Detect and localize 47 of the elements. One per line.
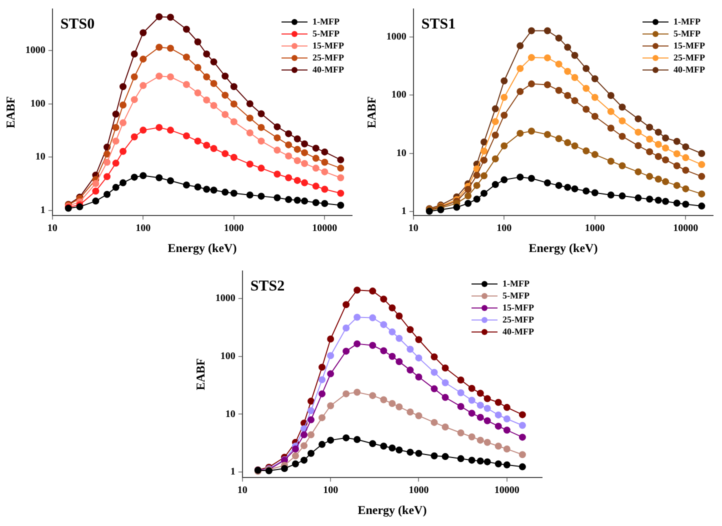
x-tick-label: 10000 [312, 223, 338, 234]
text: STS0 [60, 16, 95, 32]
x-tick-label: 10000 [673, 223, 698, 234]
y-tick-label: 1000 [386, 31, 406, 42]
legend-label: 15-MFP [312, 40, 344, 50]
legend-label: 40-MFP [674, 64, 706, 74]
legend-label: 25-MFP [312, 52, 344, 62]
x-tick-label: 10 [237, 485, 248, 496]
y-tick-label: 1000 [25, 45, 46, 56]
x-axis-title: Energy (keV) [168, 240, 237, 255]
y-tick-label: 10 [35, 152, 46, 163]
legend-label: 40-MFP [312, 64, 344, 74]
legend-label: 1-MFP [502, 278, 530, 288]
y-tick-label: 100 [391, 90, 406, 101]
x-tick-label: 1000 [408, 485, 429, 496]
legend-label: 1-MFP [674, 16, 701, 26]
text: STS2 [250, 278, 285, 294]
legend-label: 40-MFP [502, 326, 534, 336]
y-tick-label: 100 [220, 350, 236, 362]
legend-label: 5-MFP [312, 28, 340, 38]
y-axis-title: EABF [364, 96, 378, 128]
x-tick-label: 100 [323, 485, 338, 496]
x-tick-label: 100 [496, 223, 512, 234]
y-tick-label: 100 [30, 98, 46, 110]
legend-label: 15-MFP [502, 302, 534, 312]
y-tick-label: 10 [225, 408, 236, 420]
text: STS1 [421, 16, 456, 32]
x-tick-label: 1000 [584, 223, 605, 234]
y-axis-title: EABF [3, 96, 18, 128]
y-tick-label: 1 [40, 205, 46, 216]
y-axis-title: EABF [193, 358, 208, 390]
y-tick-label: 1 [401, 206, 406, 218]
legend-label: 5-MFP [674, 28, 701, 38]
x-tick-label: 100 [136, 223, 151, 234]
x-axis-title: Energy (keV) [528, 240, 598, 255]
y-tick-label: 10 [396, 148, 406, 159]
legend-label: 25-MFP [674, 52, 706, 62]
y-tick-label: 1000 [215, 293, 236, 304]
legend-label: 5-MFP [502, 290, 530, 300]
x-tick-label: 10 [47, 223, 58, 234]
x-axis-title: Energy (keV) [358, 502, 427, 517]
x-tick-label: 10 [408, 223, 418, 234]
x-tick-label: 10000 [494, 485, 520, 496]
legend-label: 15-MFP [674, 40, 706, 50]
legend-label: 25-MFP [502, 314, 534, 324]
legend-label: 1-MFP [312, 16, 340, 26]
y-tick-label: 1 [230, 466, 236, 478]
